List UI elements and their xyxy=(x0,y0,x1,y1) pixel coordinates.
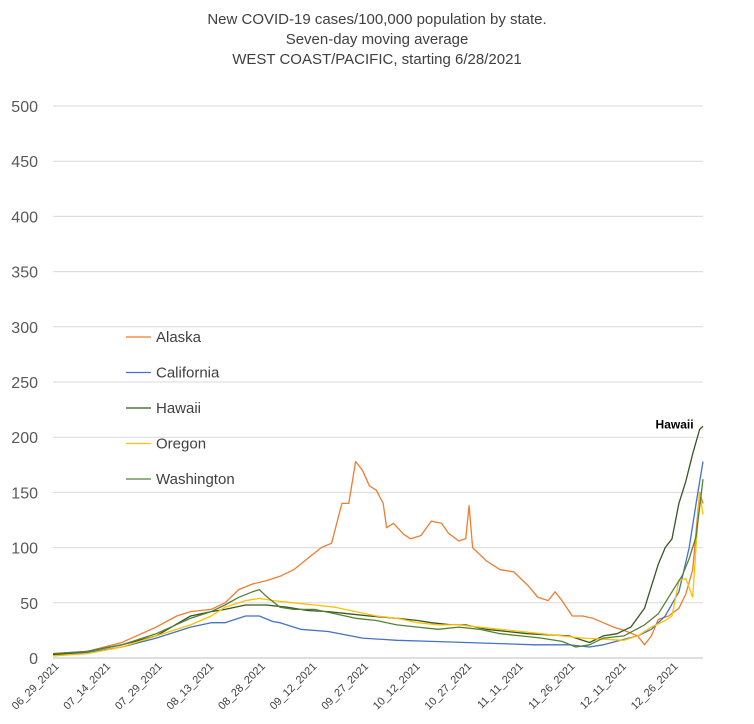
legend-label-alaska: Alaska xyxy=(156,329,202,346)
series-lines xyxy=(52,425,704,657)
x-tick-label: 09_12_2021 xyxy=(268,661,320,713)
x-axis: 06_29_2021 07_14_2021 07_29_2021 08_13_2021… xyxy=(10,657,703,713)
x-tick-label: 11_26_2021 xyxy=(526,661,577,712)
legend-label-oregon: Oregon xyxy=(156,436,206,453)
legend: Alaska California Hawaii Oregon Washington xyxy=(126,329,235,488)
x-tick-label: 12_26_2021 xyxy=(629,661,681,713)
x-tick-label: 11_11_2021 xyxy=(475,661,526,712)
series-line-alaska xyxy=(52,460,704,655)
y-tick-label: 200 xyxy=(11,430,38,447)
series-line-washington xyxy=(52,479,704,655)
legend-label-california: California xyxy=(156,365,220,382)
y-tick-label: 350 xyxy=(11,265,38,282)
series-line-oregon xyxy=(52,491,704,657)
y-tick-label: 0 xyxy=(29,651,38,668)
x-tick-label: 08_28_2021 xyxy=(216,661,268,713)
x-tick-label: 12_11_2021 xyxy=(578,661,629,712)
y-tick-label: 450 xyxy=(11,154,38,171)
series-line-california xyxy=(52,461,704,657)
x-tick-label: 09_27_2021 xyxy=(319,661,371,713)
annotation-label: Hawaii xyxy=(656,417,694,431)
chart-title-line-3: WEST COAST/PACIFIC, starting 6/28/2021 xyxy=(232,51,522,68)
chart-title: New COVID-19 cases/100,000 population by… xyxy=(0,10,754,70)
x-tick-label: 07_29_2021 xyxy=(113,661,165,713)
x-tick-label: 07_14_2021 xyxy=(61,661,113,713)
y-tick-label: 150 xyxy=(11,485,38,502)
x-tick-label: 10_12_2021 xyxy=(371,661,423,713)
series-line-hawaii xyxy=(52,425,704,656)
y-tick-label: 250 xyxy=(11,375,38,392)
legend-label-washington: Washington xyxy=(156,471,235,488)
gridlines xyxy=(53,105,703,604)
y-tick-label: 400 xyxy=(11,209,38,226)
x-tick-label: 08_13_2021 xyxy=(165,661,217,713)
y-tick-label: 100 xyxy=(11,541,38,558)
y-tick-label: 300 xyxy=(11,320,38,337)
x-tick-label: 06_29_2021 xyxy=(10,661,62,713)
x-tick-label: 10_27_2021 xyxy=(423,661,475,713)
y-tick-label: 50 xyxy=(20,596,38,613)
legend-label-hawaii: Hawaii xyxy=(156,400,201,417)
chart-title-line-1: New COVID-19 cases/100,000 population by… xyxy=(207,11,547,28)
y-tick-label: 500 xyxy=(11,99,38,116)
y-axis-ticks: 0 50 100 150 200 250 300 350 400 450 500 xyxy=(11,99,38,668)
chart-title-line-2: Seven-day moving average xyxy=(285,31,469,48)
